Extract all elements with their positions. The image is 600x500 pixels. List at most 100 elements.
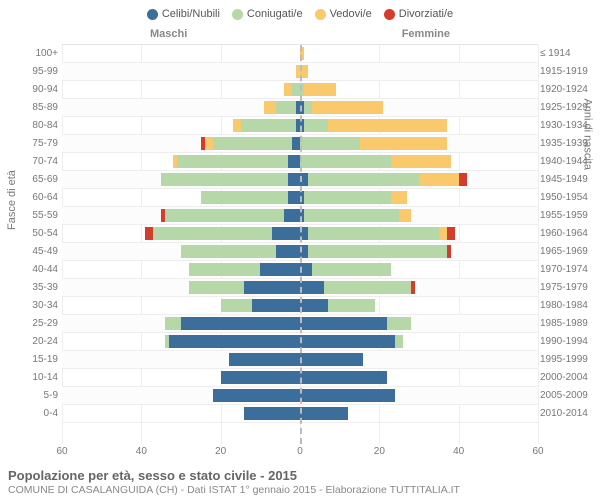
bar-segment <box>304 191 391 204</box>
birth-year-label: 2000-2004 <box>540 369 596 387</box>
birth-year-label: 1980-1984 <box>540 297 596 315</box>
age-label: 90-94 <box>18 81 58 99</box>
bar-segment <box>395 335 403 348</box>
male-bar <box>62 119 300 132</box>
birth-year-label: 1920-1924 <box>540 81 596 99</box>
bar-segment <box>244 281 300 294</box>
birth-year-label: 1990-1994 <box>540 333 596 351</box>
bar-segment <box>169 335 300 348</box>
bar-segment <box>229 353 300 366</box>
age-label: 55-59 <box>18 207 58 225</box>
bar-segment <box>439 227 447 240</box>
bar-segment <box>292 137 300 150</box>
legend-swatch <box>384 9 395 20</box>
age-label: 30-34 <box>18 297 58 315</box>
legend-swatch <box>147 9 158 20</box>
birth-year-label: 1915-1919 <box>540 63 596 81</box>
bar-segment <box>241 119 297 132</box>
bar-segment <box>244 407 300 420</box>
legend-label: Celibi/Nubili <box>162 8 220 20</box>
bar-segment <box>165 209 284 222</box>
bar-segment <box>189 263 260 276</box>
age-label: 65-69 <box>18 171 58 189</box>
male-bar <box>62 335 300 348</box>
female-bar <box>300 137 538 150</box>
bar-segment <box>308 245 447 258</box>
age-label: 45-49 <box>18 243 58 261</box>
female-bar <box>300 101 538 114</box>
age-label: 60-64 <box>18 189 58 207</box>
bar-segment <box>300 137 360 150</box>
female-bar <box>300 119 538 132</box>
male-bar <box>62 227 300 240</box>
x-axis: 6040200204060 <box>62 446 538 460</box>
bar-segment <box>276 245 300 258</box>
bar-segment <box>213 137 292 150</box>
legend-item: Coniugati/e <box>232 8 303 20</box>
age-label: 95-99 <box>18 63 58 81</box>
x-tick: 20 <box>374 446 385 457</box>
bar-segment <box>328 119 447 132</box>
bar-segment <box>328 299 376 312</box>
header-female: Femmine <box>402 28 450 40</box>
female-bar <box>300 317 538 330</box>
bar-segment <box>189 281 245 294</box>
male-bar <box>62 83 300 96</box>
legend: Celibi/Nubili Coniugati/e Vedovi/e Divorzia… <box>0 0 600 22</box>
male-bar <box>62 299 300 312</box>
female-bar <box>300 389 538 402</box>
bar-segment <box>399 209 411 222</box>
bar-segment <box>391 191 407 204</box>
legend-label: Divorziati/e <box>399 8 453 20</box>
bar-segment <box>304 209 399 222</box>
legend-swatch <box>315 9 326 20</box>
birth-year-label: 2010-2014 <box>540 405 596 423</box>
bar-segment <box>447 245 451 258</box>
male-bar <box>62 155 300 168</box>
age-label: 85-89 <box>18 99 58 117</box>
birth-year-label: 1940-1944 <box>540 153 596 171</box>
bar-segment <box>201 191 288 204</box>
bar-segment <box>312 263 391 276</box>
caption-title: Popolazione per età, sesso e stato civil… <box>8 468 592 483</box>
bar-segment <box>360 137 447 150</box>
bar-segment <box>213 389 300 402</box>
bar-segment <box>288 191 300 204</box>
bar-segment <box>459 173 467 186</box>
bar-segment <box>300 281 324 294</box>
birth-year-label: 2005-2009 <box>540 387 596 405</box>
legend-label: Vedovi/e <box>330 8 372 20</box>
female-bar <box>300 299 538 312</box>
bar-segment <box>300 353 363 366</box>
female-bar <box>300 407 538 420</box>
bar-segment <box>264 101 276 114</box>
birth-year-label: 1985-1989 <box>540 315 596 333</box>
bar-segment <box>284 209 300 222</box>
birth-year-label: 1960-1964 <box>540 225 596 243</box>
gridline <box>538 45 539 444</box>
female-bar <box>300 209 538 222</box>
male-bar <box>62 371 300 384</box>
bar-segment <box>161 173 288 186</box>
birth-year-label: 1930-1934 <box>540 117 596 135</box>
bar-segment <box>447 227 455 240</box>
bar-segment <box>165 317 181 330</box>
bar-segment <box>304 101 312 114</box>
age-label: 50-54 <box>18 225 58 243</box>
male-bar <box>62 65 300 78</box>
age-label: 80-84 <box>18 117 58 135</box>
population-pyramid: Celibi/Nubili Coniugati/e Vedovi/e Divorzia… <box>0 0 600 500</box>
bar-segment <box>324 281 411 294</box>
bar-segment <box>300 371 387 384</box>
female-bar <box>300 353 538 366</box>
birth-year-label: 1995-1999 <box>540 351 596 369</box>
female-bar <box>300 335 538 348</box>
male-bar <box>62 173 300 186</box>
bar-segment <box>252 299 300 312</box>
bar-segment <box>276 101 296 114</box>
bar-segment <box>205 137 213 150</box>
bar-segment <box>304 83 336 96</box>
age-label: 100+ <box>18 45 58 63</box>
female-bar <box>300 245 538 258</box>
bar-segment <box>181 245 276 258</box>
